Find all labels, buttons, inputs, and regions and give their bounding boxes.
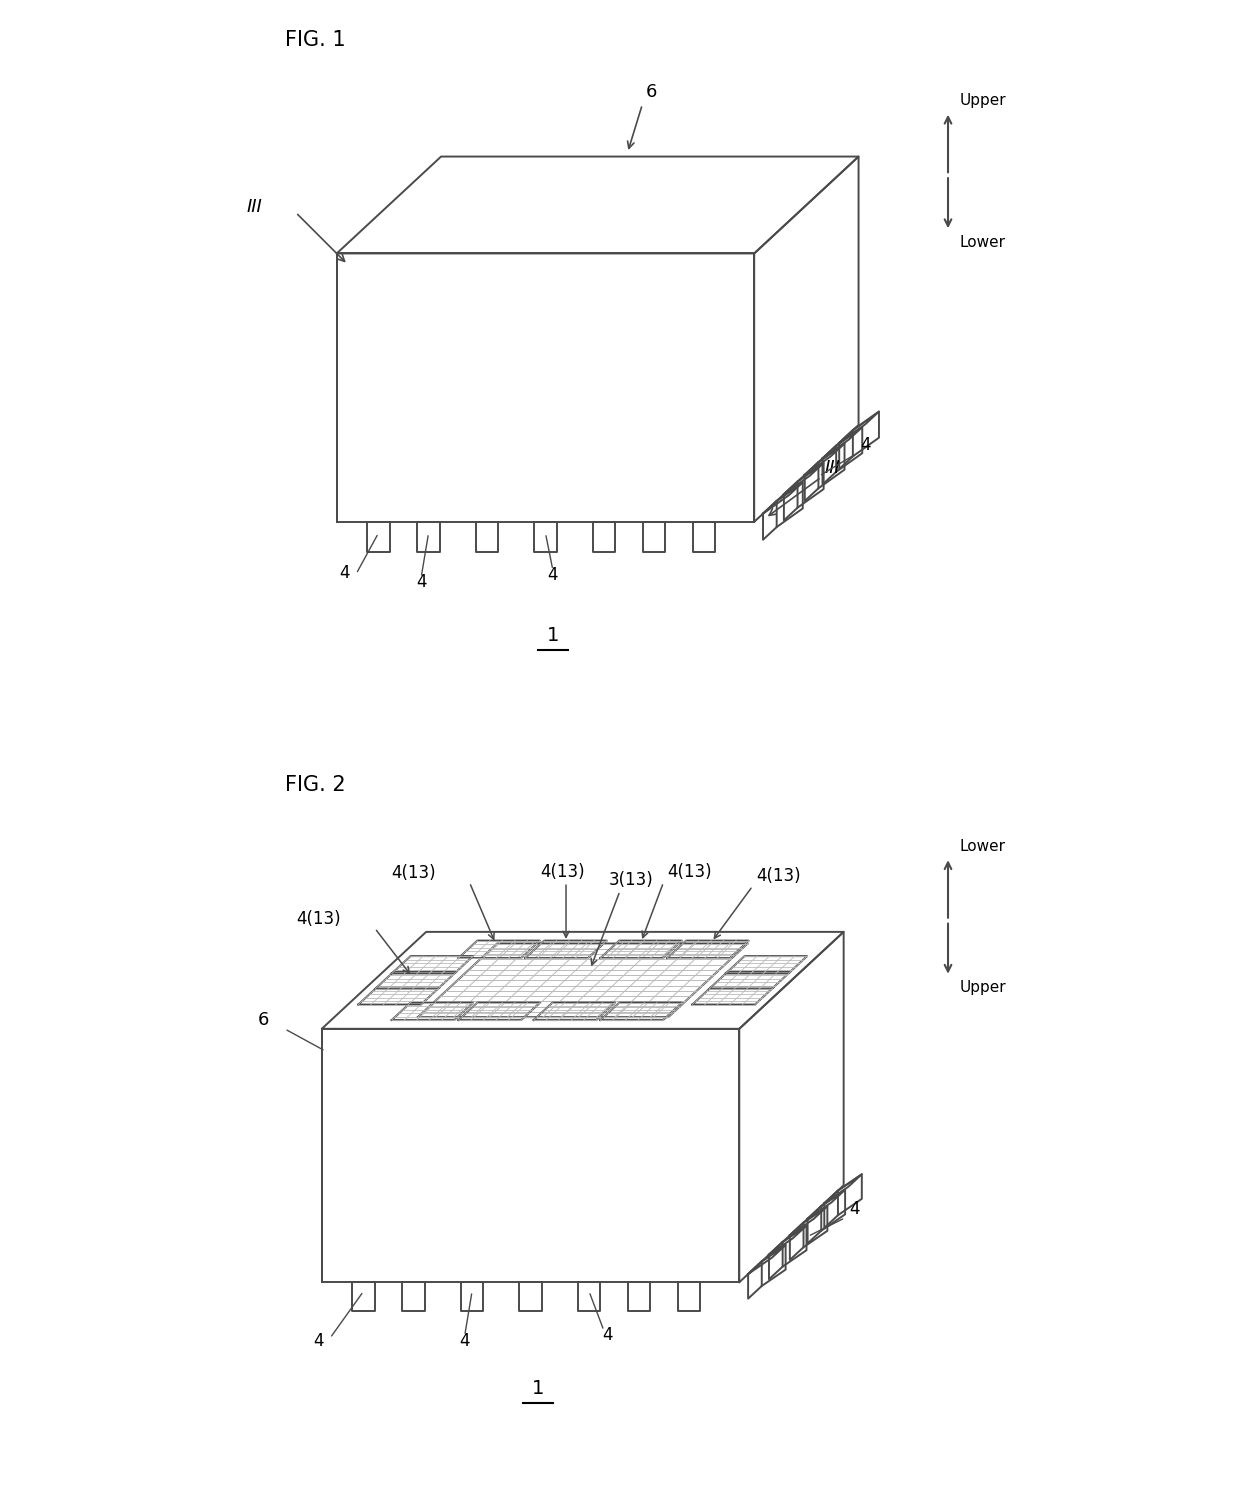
Text: 4: 4 — [314, 1331, 324, 1349]
Text: 4(13): 4(13) — [296, 911, 341, 929]
Text: 3(13): 3(13) — [609, 871, 653, 889]
Text: 4: 4 — [603, 1325, 613, 1343]
Text: 4: 4 — [459, 1331, 470, 1349]
Text: FIG. 2: FIG. 2 — [284, 775, 345, 795]
Text: 6: 6 — [258, 1011, 269, 1029]
Text: 1: 1 — [547, 626, 559, 646]
Text: 4: 4 — [849, 1200, 859, 1218]
Text: III: III — [247, 198, 262, 216]
Text: FIG. 1: FIG. 1 — [284, 30, 345, 49]
Text: III: III — [825, 459, 841, 477]
Text: 4: 4 — [415, 574, 427, 592]
Text: 4: 4 — [861, 435, 870, 453]
Text: 4: 4 — [340, 564, 350, 581]
Text: Upper: Upper — [960, 981, 1006, 996]
Text: 4(13): 4(13) — [756, 866, 801, 884]
Text: Lower: Lower — [960, 234, 1006, 250]
Text: Upper: Upper — [960, 92, 1006, 107]
Text: 4(13): 4(13) — [667, 863, 712, 881]
Text: 4(13): 4(13) — [539, 863, 584, 881]
Text: 4: 4 — [548, 567, 558, 584]
Text: 6: 6 — [646, 82, 657, 101]
Text: 4(13): 4(13) — [392, 865, 436, 883]
Text: 1: 1 — [532, 1379, 544, 1399]
Text: Lower: Lower — [960, 838, 1006, 853]
